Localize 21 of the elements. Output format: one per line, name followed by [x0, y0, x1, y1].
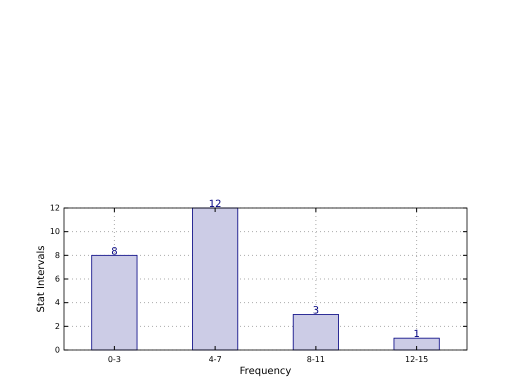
x-tick-label: 12-15: [405, 355, 428, 364]
data-label: 3: [312, 306, 320, 316]
y-tick-label: 2: [54, 322, 60, 331]
data-label: 1: [413, 329, 420, 340]
y-tick-label: 10: [50, 227, 60, 236]
y-tick-label: 4: [54, 298, 60, 308]
y-tick-label: 0: [54, 346, 60, 355]
data-label: 12: [208, 199, 222, 210]
x-tick-label: 8-11: [306, 355, 325, 364]
bar: [292, 314, 339, 350]
y-axis-title: Stat Intervals: [36, 245, 47, 313]
bar: [394, 338, 440, 350]
bar: [91, 254, 138, 350]
y-tick-label: 8: [54, 250, 60, 260]
x-tick-label: 4-7: [208, 355, 222, 364]
bar: [192, 208, 238, 350]
data-label: 8: [111, 246, 118, 258]
x-axis-title: Frequency: [240, 366, 292, 377]
x-tick-label: 0-3: [108, 355, 121, 364]
y-tick-label: 12: [50, 204, 60, 213]
y-tick-label: 6: [54, 274, 60, 284]
